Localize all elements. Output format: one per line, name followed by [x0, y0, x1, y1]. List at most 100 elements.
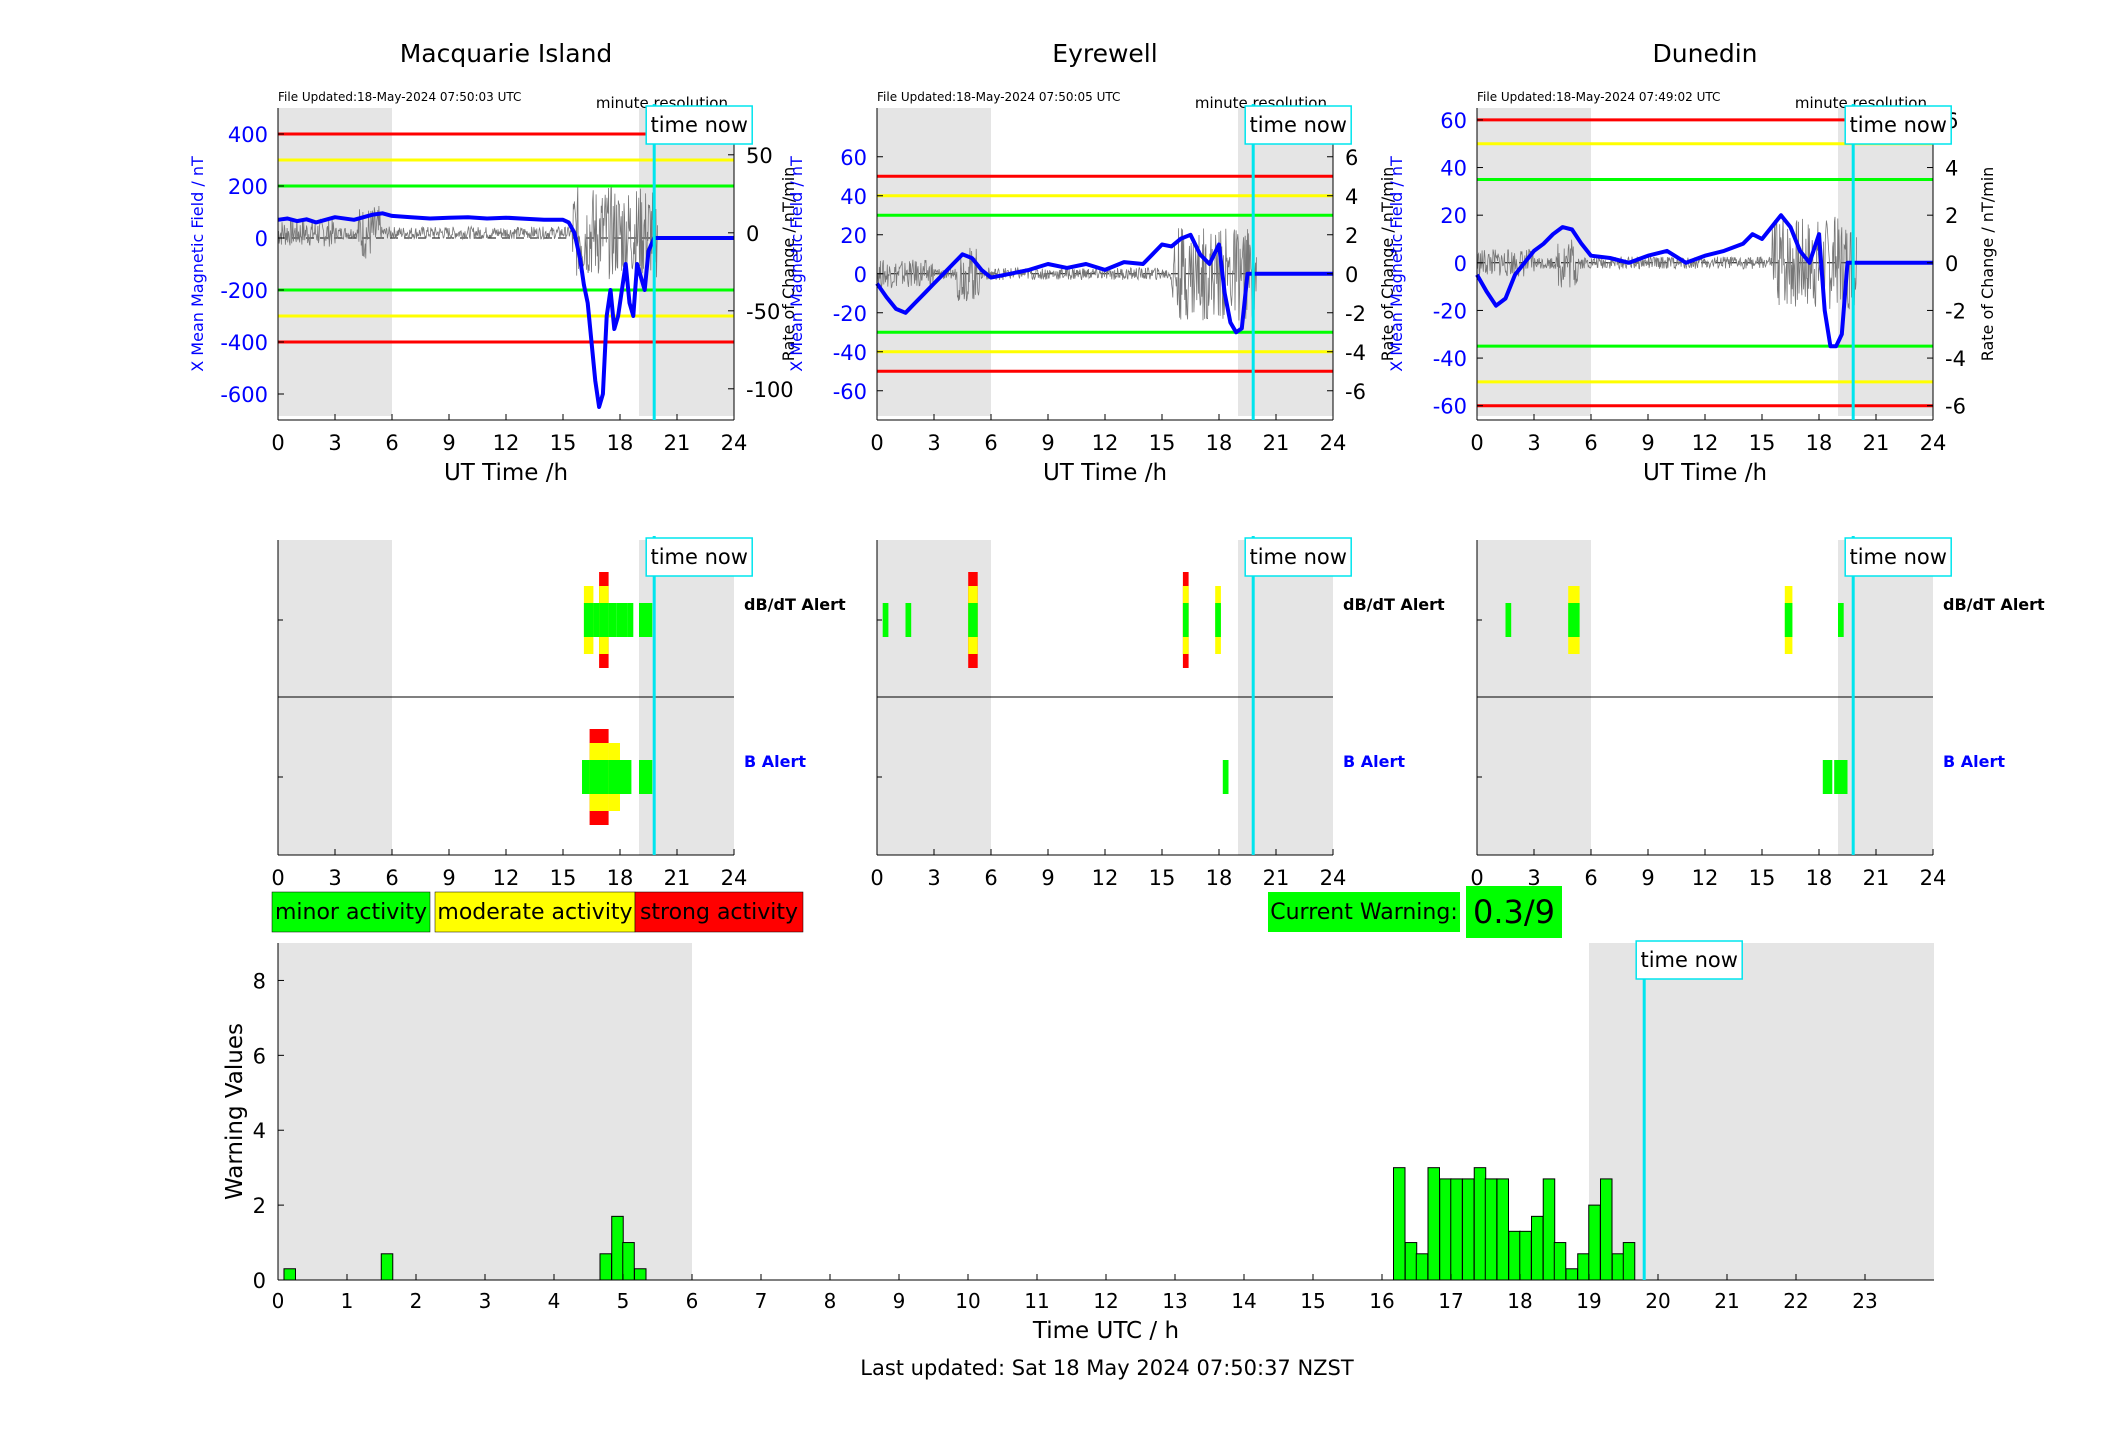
warning-bar [1599, 1178, 1613, 1281]
x-tick-label: 18 [1806, 431, 1833, 455]
b-alert-minor [639, 760, 653, 794]
x-axis-label: UT Time /h [1643, 460, 1767, 486]
x-tick-label: 15 [1749, 431, 1776, 455]
dbdt-alert-label: dB/dT Alert [744, 595, 846, 614]
warning-y-tick-label: 2 [253, 1194, 266, 1218]
x-tick-label: 3 [927, 431, 940, 455]
alert-x-tick-label: 12 [1092, 866, 1119, 890]
b-tick-label: -20 [833, 302, 867, 326]
b-tick-label: -60 [1433, 395, 1467, 419]
x-tick-label: 18 [607, 431, 634, 455]
dbdt-alert-minor [882, 603, 889, 637]
file-updated: File Updated:18-May-2024 07:50:05 UTC [877, 90, 1120, 104]
warning-bar [1484, 1178, 1498, 1281]
file-updated: File Updated:18-May-2024 07:50:03 UTC [278, 90, 521, 104]
b-alert-minor [1834, 760, 1848, 794]
current-warning-value-box [1466, 886, 1562, 938]
rate-tick-label: -6 [1345, 380, 1366, 404]
warning-bar [1450, 1178, 1463, 1281]
warning-bar [633, 1268, 647, 1281]
warning-y-tick-label: 4 [253, 1119, 266, 1143]
b-alert-minor [608, 760, 620, 794]
activity-legend: minor activity moderate activity strong … [271, 886, 1562, 938]
warning-time-now-box [1635, 940, 1743, 980]
warning-bar [1565, 1268, 1579, 1281]
b-tick-label: 0 [1454, 252, 1467, 276]
warning-x-axis-label: Time UTC / h [1032, 1318, 1179, 1344]
warning-x-tick-label: 7 [755, 1289, 768, 1313]
b-tick-label: -20 [1433, 299, 1467, 323]
b-tick-label: -40 [833, 341, 867, 365]
x-tick-label: 6 [984, 431, 997, 455]
time-now-label: time now [1849, 545, 1946, 569]
x-tick-label: 9 [1641, 431, 1654, 455]
time-now-label: time now [1849, 113, 1946, 137]
rate-of-change-series [277, 186, 658, 280]
alert-x-tick-label: 0 [271, 866, 284, 890]
warning-bar [599, 1253, 613, 1281]
b-tick-label: 60 [840, 146, 867, 170]
rate-tick-label: -4 [1945, 347, 1966, 371]
time-now-box [1844, 105, 1952, 145]
x-tick-label: 18 [1206, 431, 1233, 455]
station-title: Dunedin [1653, 39, 1758, 68]
rate-tick-label: 4 [1345, 185, 1358, 209]
x-tick-label: 9 [1041, 431, 1054, 455]
alert-x-tick-label: 24 [721, 866, 748, 890]
x-tick-label: 9 [442, 431, 455, 455]
time-now-box [1244, 105, 1352, 145]
magnetic-field-series [875, 232, 1333, 335]
warning-x-tick-label: 1 [341, 1289, 354, 1313]
last-updated: Last updated: Sat 18 May 2024 07:50:37 N… [860, 1356, 1354, 1380]
x-axis-label: UT Time /h [444, 460, 568, 486]
rate-of-change-series [1476, 216, 1857, 310]
warning-bar [1530, 1215, 1544, 1281]
alert-x-tick-label: 6 [1584, 866, 1597, 890]
b-tick-label: 40 [840, 185, 867, 209]
rate-tick-label: 0 [746, 222, 759, 246]
rate-tick-label: 6 [1345, 146, 1358, 170]
alert-x-tick-label: 15 [1749, 866, 1776, 890]
dbdt-alert-minor [599, 603, 609, 637]
time-now-label: time now [650, 113, 747, 137]
warning-x-tick-label: 3 [479, 1289, 492, 1313]
x-axis-label: UT Time /h [1043, 460, 1167, 486]
warning-x-tick-label: 5 [617, 1289, 630, 1313]
station-panel-0: Macquarie Island File Updated:18-May-2024… [188, 39, 846, 890]
warning-x-tick-label: 14 [1231, 1289, 1256, 1313]
legend-minor-swatch [271, 891, 431, 933]
alert-x-tick-label: 3 [1527, 866, 1540, 890]
legend-moderate-swatch [434, 891, 636, 933]
dbdt-alert-minor [608, 603, 617, 637]
station-title: Macquarie Island [400, 39, 613, 68]
alert-x-tick-label: 15 [1149, 866, 1176, 890]
rate-tick-label: 0 [1345, 263, 1358, 287]
dbdt-alert-minor [905, 603, 912, 637]
station-panel-1: Eyrewell File Updated:18-May-2024 07:50:0… [787, 39, 1445, 890]
warning-x-tick-label: 21 [1714, 1289, 1739, 1313]
alert-x-tick-label: 0 [1470, 866, 1483, 890]
legend-strong-swatch [634, 891, 804, 933]
x-tick-label: 3 [1527, 431, 1540, 455]
alert-x-tick-label: 12 [493, 866, 520, 890]
warning-bar [1415, 1253, 1429, 1281]
dbdt-alert-label: dB/dT Alert [1943, 595, 2045, 614]
station-panels: Macquarie Island File Updated:18-May-2024… [188, 39, 2045, 890]
b-tick-label: 20 [1440, 204, 1467, 228]
alert-x-tick-label: 9 [442, 866, 455, 890]
time-now-label: time now [1249, 113, 1346, 137]
rate-tick-label: -6 [1945, 395, 1966, 419]
alert-x-tick-label: 18 [1206, 866, 1233, 890]
rate-tick-label: -2 [1945, 299, 1966, 323]
b-alert-label: B Alert [1943, 752, 2005, 771]
warning-x-tick-label: 22 [1783, 1289, 1808, 1313]
b-tick-label: -200 [220, 279, 268, 303]
b-tick-label: 40 [1440, 157, 1467, 181]
rate-tick-label: 0 [1945, 252, 1958, 276]
night-shading [278, 108, 392, 416]
x-tick-label: 21 [1863, 431, 1890, 455]
alert-x-tick-label: 21 [1263, 866, 1290, 890]
warning-x-tick-label: 2 [410, 1289, 423, 1313]
x-tick-label: 12 [1692, 431, 1719, 455]
magnetic-field-series [1475, 213, 1933, 349]
